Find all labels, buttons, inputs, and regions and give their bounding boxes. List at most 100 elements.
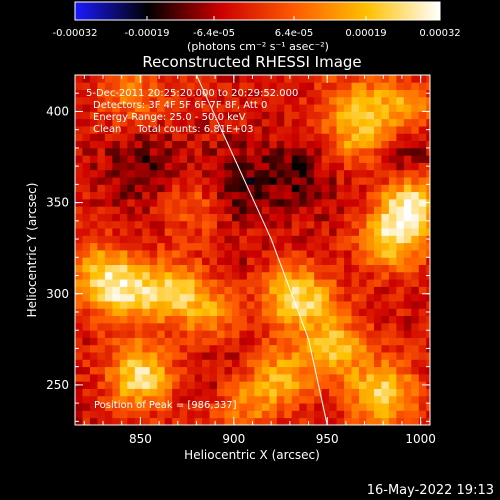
heatmap-cell (329, 286, 337, 295)
heatmap-cell (224, 89, 233, 98)
heatmap-cell (351, 228, 360, 236)
heatmap-cell (403, 104, 412, 112)
heatmap-cell (381, 410, 390, 419)
heatmap-cell (276, 410, 285, 419)
heatmap-cell (388, 308, 397, 317)
heatmap-cell (426, 82, 430, 90)
heatmap-cell (254, 118, 263, 127)
heatmap-cell (239, 344, 248, 353)
heatmap-cell (418, 155, 427, 163)
heatmap-cell (202, 147, 210, 156)
heatmap-cell (418, 177, 427, 185)
heatmap-cell (164, 242, 173, 251)
heatmap-cell (366, 155, 375, 163)
heatmap-cell (388, 213, 397, 222)
heatmap-cell (254, 177, 263, 185)
heatmap-cell (127, 213, 136, 222)
heatmap-cell (299, 344, 308, 353)
heatmap-cell (373, 388, 382, 397)
heatmap-cell (306, 228, 315, 236)
heatmap-cell (209, 126, 218, 134)
heatmap-cell (246, 82, 255, 90)
heatmap-cell (388, 191, 397, 200)
heatmap-cell (112, 301, 121, 309)
heatmap-cell (388, 250, 397, 258)
heatmap-cell (359, 352, 367, 360)
heatmap-cell (172, 366, 181, 375)
heatmap-cell (89, 184, 98, 193)
heatmap-cell (231, 381, 240, 389)
heatmap-cell (202, 330, 210, 338)
heatmap-cell (291, 111, 300, 120)
heatmap-cell (179, 126, 188, 134)
heatmap-cell (306, 96, 315, 105)
heatmap-cell (291, 89, 300, 98)
heatmap-cell (261, 344, 270, 353)
heatmap-cell (239, 271, 248, 280)
heatmap-cell (142, 184, 151, 193)
heatmap-cell (314, 206, 323, 214)
heatmap-cell (276, 96, 285, 105)
heatmap-cell (217, 293, 225, 302)
heatmap-cell (187, 395, 195, 404)
heatmap-cell (329, 308, 337, 317)
heatmap-cell (299, 111, 308, 120)
heatmap-cell (187, 410, 195, 419)
heatmap-cell (149, 359, 158, 368)
heatmap-cell (306, 257, 315, 265)
heatmap-cell (411, 184, 420, 193)
heatmap-cell (89, 250, 98, 258)
heatmap-cell (269, 337, 278, 346)
heatmap-cell (381, 133, 390, 142)
heatmap-cell (239, 162, 248, 171)
heatmap-cell (134, 264, 143, 273)
heatmap-cell (187, 293, 195, 302)
colorbar-tick-label: 0.00019 (345, 28, 386, 39)
heatmap-cell (403, 344, 412, 353)
heatmap-cell (119, 381, 128, 389)
heatmap-cell (112, 147, 121, 156)
heatmap-cell (261, 330, 270, 338)
heatmap-cell (134, 228, 143, 236)
heatmap-cell (366, 133, 375, 142)
heatmap-cell (149, 140, 158, 149)
heatmap-cell (276, 213, 285, 222)
heatmap-cell (187, 366, 195, 375)
heatmap-cell (314, 191, 323, 200)
heatmap-cell (97, 162, 106, 171)
heatmap-cell (388, 352, 397, 360)
heatmap-cell (194, 308, 203, 317)
heatmap-cell (134, 206, 143, 214)
heatmap-cell (142, 162, 151, 171)
heatmap-cell (231, 228, 240, 236)
heatmap-cell (157, 235, 166, 244)
heatmap-cell (284, 220, 293, 229)
heatmap-cell (381, 104, 390, 112)
heatmap-cell (351, 104, 360, 112)
heatmap-cell (89, 198, 98, 207)
heatmap-cell (373, 279, 382, 287)
heatmap-cell (209, 395, 218, 404)
heatmap-cell (336, 228, 345, 236)
heatmap-cell (104, 373, 113, 382)
heatmap-cell (75, 315, 83, 324)
heatmap-cell (246, 373, 255, 382)
heatmap-cell (164, 330, 173, 338)
heatmap-cell (284, 198, 293, 207)
heatmap-cell (104, 381, 113, 389)
heatmap-cell (217, 388, 225, 397)
heatmap-cell (276, 366, 285, 375)
heatmap-cell (194, 301, 203, 309)
heatmap-cell (246, 366, 255, 375)
heatmap-cell (329, 403, 337, 411)
heatmap-cell (194, 395, 203, 404)
heatmap-cell (239, 228, 248, 236)
heatmap-cell (202, 228, 210, 236)
heatmap-cell (89, 82, 98, 90)
heatmap-cell (209, 257, 218, 265)
heatmap-cell (426, 75, 430, 83)
heatmap-cell (179, 96, 188, 105)
heatmap-cell (149, 169, 158, 178)
heatmap-cell (82, 89, 91, 98)
heatmap-cell (82, 206, 91, 214)
